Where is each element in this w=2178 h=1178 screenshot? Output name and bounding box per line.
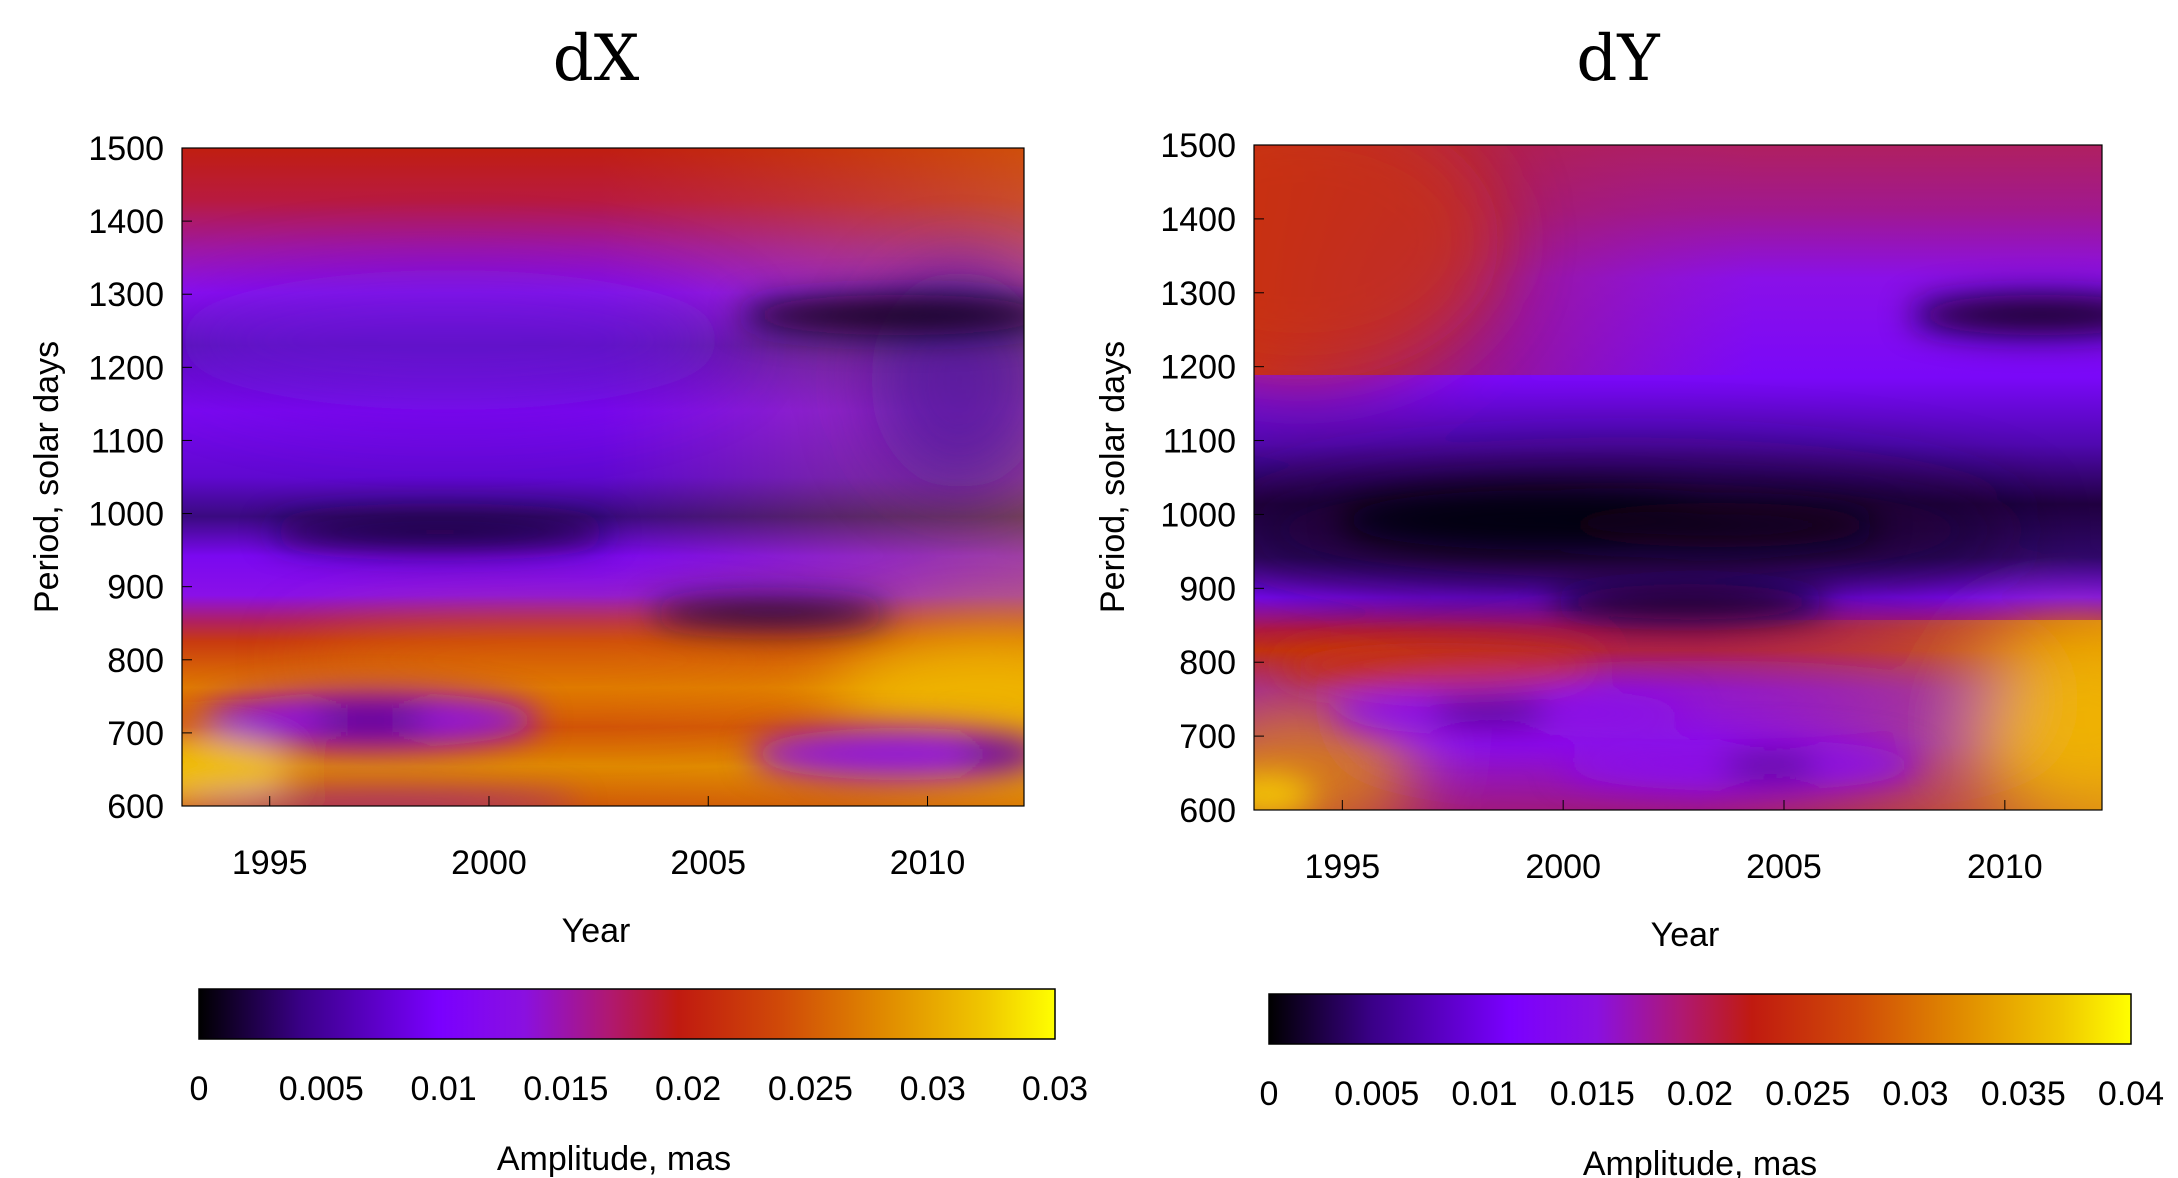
colorbar-label-dx: Amplitude, mas (497, 1140, 731, 1178)
x-ticks-dy: 1995 2000 2005 2010 (1305, 800, 2043, 886)
x-tick-label: 2005 (1746, 848, 1822, 886)
colorbar-tick-label: 0.04 (2098, 1075, 2164, 1113)
x-axis-label-dy: Year (1651, 916, 1720, 954)
y-axis-label-dx: Period, solar days (28, 341, 66, 613)
colorbar-tick-label: 0.02 (1667, 1075, 1733, 1113)
colorbar-tick-label: 0.01 (1451, 1075, 1517, 1113)
colorbar-tick-label: 0.015 (523, 1070, 608, 1108)
x-tick-label: 2010 (1967, 848, 2043, 886)
y-tick-label: 1100 (1163, 423, 1236, 461)
colorbar-tick-label: 0.01 (410, 1070, 476, 1108)
y-tick-label: 1300 (1160, 275, 1236, 313)
colorbar-tick-label: 0.03 (900, 1070, 966, 1108)
y-tick-label: 1000 (88, 496, 164, 534)
x-axis-label-dx: Year (562, 912, 631, 950)
y-tick-label: 1000 (1160, 496, 1236, 534)
heatmap-dy (1254, 145, 2102, 810)
y-tick-label: 1400 (1160, 201, 1236, 239)
y-tick-label: 800 (107, 642, 164, 680)
colorbar-tick-label: 0 (1260, 1075, 1279, 1113)
y-tick-label: 600 (107, 788, 164, 826)
panel-dy: dY (1094, 22, 2165, 1178)
colorbar-ticks-dx: 0 0.005 0.01 0.015 0.02 0.025 0.03 0.03 (190, 1070, 1089, 1108)
y-tick-label: 1200 (1160, 349, 1236, 387)
colorbar-tick-label: 0.03 (1882, 1075, 1948, 1113)
x-tick-label: 1995 (232, 844, 308, 882)
chart-title-dy: dY (1576, 22, 1660, 96)
plot-frame-dx (181, 147, 1025, 807)
colorbar-label-dy: Amplitude, mas (1583, 1145, 1817, 1178)
colorbar-tick-label: 0 (190, 1070, 209, 1108)
colorbar-tick-label: 0.03 (1022, 1070, 1088, 1108)
y-tick-label: 1100 (91, 422, 164, 460)
x-tick-label: 1995 (1305, 848, 1381, 886)
colorbar-tick-label: 0.005 (1334, 1075, 1419, 1113)
colorbar-tick-label: 0.025 (768, 1070, 853, 1108)
y-tick-label: 700 (107, 715, 164, 753)
y-tick-label: 900 (1179, 570, 1236, 608)
x-tick-label: 2005 (670, 844, 746, 882)
chart-title-dx: dX (553, 22, 640, 96)
y-tick-label: 800 (1179, 644, 1236, 682)
x-tick-label: 2000 (451, 844, 527, 882)
x-tick-label: 2000 (1525, 848, 1601, 886)
y-tick-label: 700 (1179, 718, 1236, 756)
colorbar-tick-label: 0.02 (655, 1070, 721, 1108)
colorbar-tick-label: 0.025 (1765, 1075, 1850, 1113)
colorbar-tick-label: 0.005 (279, 1070, 364, 1108)
y-tick-label: 1500 (1160, 127, 1236, 165)
y-tick-label: 1300 (88, 276, 164, 314)
y-tick-label: 1500 (88, 130, 164, 168)
colorbar-tick-label: 0.035 (1981, 1075, 2066, 1113)
plot-frame-dy (1253, 144, 2103, 811)
y-tick-label: 900 (107, 569, 164, 607)
colorbar-tick-label: 0.015 (1550, 1075, 1635, 1113)
y-ticks-dx: 600 700 800 900 1000 1100 1200 1300 1400 1500 (88, 130, 192, 826)
y-tick-label: 600 (1179, 792, 1236, 830)
heatmap-dx (182, 148, 1024, 806)
colorbar-dx (198, 988, 1056, 1040)
y-tick-label: 1400 (88, 203, 164, 241)
colorbar-dy (1268, 993, 2132, 1045)
colorbar-ticks-dy: 0 0.005 0.01 0.015 0.02 0.025 0.03 0.035 0.04 (1260, 1075, 2165, 1113)
x-ticks-dx: 1995 2000 2005 2010 (232, 796, 965, 882)
x-tick-label: 2010 (890, 844, 966, 882)
y-tick-label: 1200 (88, 349, 164, 387)
y-axis-label-dy: Period, solar days (1094, 341, 1132, 613)
y-ticks-dy: 600 700 800 900 1000 1100 1200 1300 1400 1500 (1160, 127, 1264, 830)
